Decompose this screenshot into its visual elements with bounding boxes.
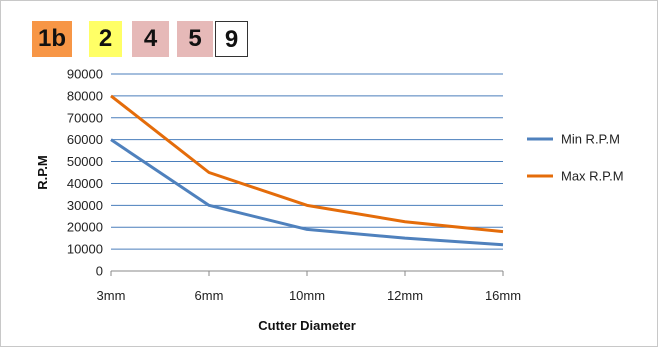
gridlines xyxy=(111,73,503,250)
badge-5: 5 xyxy=(177,21,213,57)
series-line-1 xyxy=(110,94,504,234)
badge-2: 2 xyxy=(89,21,122,57)
x-axis-ticks: 3mm 6mm 10mm 12mm 16mm xyxy=(97,271,521,303)
legend-label: Min R.P.M xyxy=(561,132,620,147)
badge-9: 9 xyxy=(215,21,248,57)
y-tick-label: 10000 xyxy=(67,242,103,257)
x-tick-label: 3mm xyxy=(97,288,126,303)
x-tick-label: 16mm xyxy=(485,288,521,303)
y-tick-label: 40000 xyxy=(67,176,103,191)
x-tick-label: 6mm xyxy=(195,288,224,303)
series-lines xyxy=(110,94,504,247)
y-tick-label: 60000 xyxy=(67,132,103,147)
y-axis-ticks: 0 10000 20000 30000 40000 50000 60000 70000 8000… xyxy=(67,67,103,279)
y-tick-label: 20000 xyxy=(67,220,103,235)
y-tick-label: 80000 xyxy=(67,88,103,103)
y-tick-label: 50000 xyxy=(67,154,103,169)
x-axis-title: Cutter Diameter xyxy=(258,318,356,333)
y-tick-label: 90000 xyxy=(67,67,103,82)
y-tick-label: 70000 xyxy=(67,110,103,125)
x-tick-label: 10mm xyxy=(289,288,325,303)
x-tick-label: 12mm xyxy=(387,288,423,303)
y-tick-label: 30000 xyxy=(67,198,103,213)
series-line-0 xyxy=(110,138,504,247)
y-axis-title: R.P.M xyxy=(35,155,50,189)
badge-4: 4 xyxy=(132,21,169,57)
legend: Min R.P.M Max R.P.M xyxy=(527,132,624,184)
badge-1b: 1b xyxy=(32,21,72,57)
y-tick-label: 0 xyxy=(96,264,103,279)
legend-label: Max R.P.M xyxy=(561,169,624,184)
